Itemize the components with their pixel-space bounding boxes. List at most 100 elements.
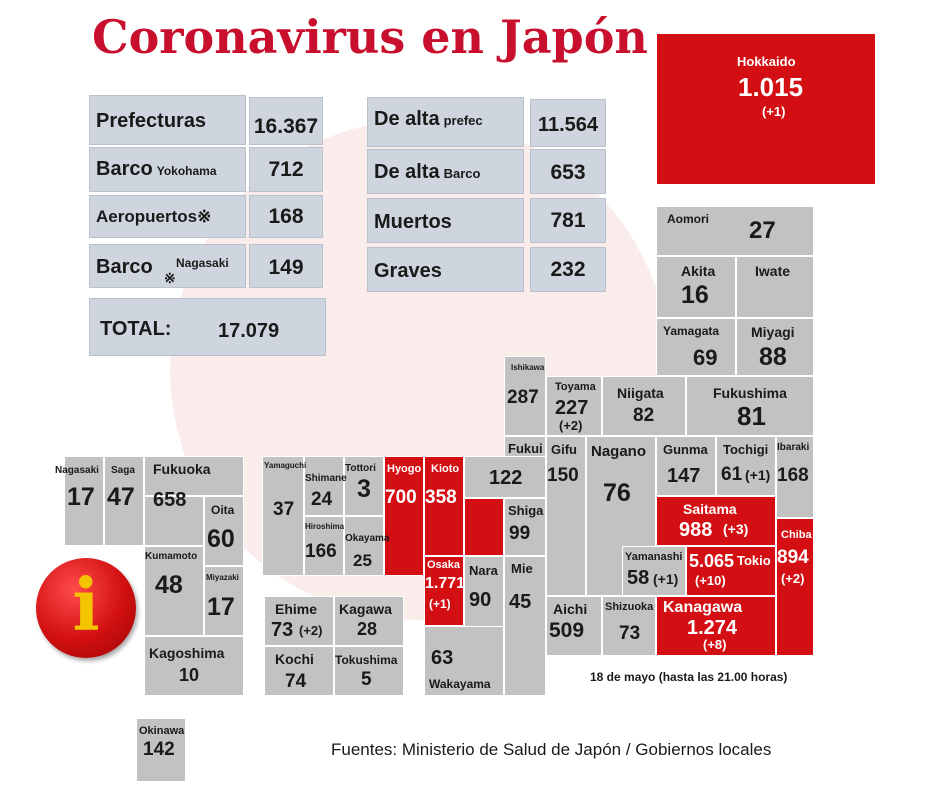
prefecture-name: Kioto [431,463,460,475]
prefecture-value: 147 [667,465,701,487]
summary-barco-nagasaki-label-box: Barco ※ Nagasaki [89,244,246,288]
prefecture-kanagawa: Kanagawa 1.274 (+8) [656,596,776,656]
prefecture-value: 88 [759,343,787,371]
prefecture-value: 73 [271,619,294,641]
prefecture-value: 988 [679,519,713,541]
prefecture-hiroshima: Hiroshima 166 [304,516,344,576]
prefecture-tokio: 5.065 Tokio (+10) [686,546,776,596]
summary-label: Aeropuertos※ [96,207,212,226]
summary-value: 781 [550,209,586,232]
prefecture-oita: Oita 60 [204,496,244,566]
prefecture-change: (+2) [559,418,583,433]
prefecture-aichi: Aichi 509 [546,596,602,656]
prefecture-value: 45 [509,591,532,613]
prefecture-name: Gifu [551,442,577,457]
summary-mark: ※ [164,270,176,286]
prefecture-tokushima: Tokushima 5 [334,646,404,696]
summary-graves-label-box: Graves [367,247,524,292]
prefecture-osaka: Osaka 1.771 (+1) [424,556,465,626]
prefecture-gunma: Gunma 147 [656,436,716,496]
prefecture-name: Kochi [275,651,314,667]
summary-aeropuertos-value-box: 168 [249,195,323,238]
prefecture-value: 99 [509,523,531,544]
prefecture-shizuoka: Shizuoka 73 [602,596,656,656]
prefecture-change: (+1) [745,467,771,483]
prefecture-hokkaido: Hokkaido 1.015 (+1) [656,33,876,185]
prefecture-change: (+2) [781,571,805,586]
info-icon: i [36,558,136,658]
prefecture-wakayama: 63 Wakayama [424,626,504,696]
prefecture-value: 10 [179,665,200,685]
prefecture-value: 509 [549,619,585,642]
prefecture-toyama: Toyama 227 (+2) [546,376,602,436]
prefecture-tottori: Tottori 3 [344,456,384,516]
prefecture-kagoshima: Kagoshima 10 [144,636,244,696]
prefecture-name: Gunma [663,442,708,457]
prefecture-saitama: Saitama 988 (+3) [656,496,776,546]
prefecture-value: 60 [207,525,235,553]
prefecture-value: 894 [777,547,809,568]
prefecture-ehime: Ehime 73 (+2) [264,596,334,646]
prefecture-value: 63 [431,647,454,669]
prefecture-name: Okinawa [139,725,185,737]
prefecture-value: 28 [357,619,378,639]
prefecture-name: Nara [469,563,498,578]
summary-label: Barco [96,256,153,278]
summary-aeropuertos-label-box: Aeropuertos※ [89,195,246,238]
prefecture-name: Ishikawa [511,363,545,372]
prefecture-name: Miyazaki [206,573,239,582]
prefecture-name: Aomori [667,212,709,226]
prefecture-akita: Akita 16 [656,256,736,318]
prefecture-change: (+1) [762,104,786,119]
prefecture-value: 168 [777,465,809,486]
prefecture-name: Osaka [427,559,461,571]
summary-barco-yokohama-label-box: Barco Yokohama [89,147,246,192]
prefecture-shimane: Shimane 24 [304,456,347,516]
prefecture-name: Oita [211,503,235,517]
prefecture-name: Hyogo [387,463,422,475]
prefecture-name: Tokushima [335,653,398,667]
prefecture-name: Shiga [508,503,544,518]
prefecture-value: 24 [311,489,333,510]
prefecture-change: (+10) [695,573,726,588]
prefecture-name: Yamagata [663,324,720,338]
prefecture-name: Kanagawa [663,599,743,616]
prefecture-name: Chiba [781,529,812,541]
source-note: Fuentes: Ministerio de Salud de Japón / … [331,740,772,759]
prefecture-value: 700 [385,487,417,508]
prefecture-value: 5.065 [689,551,735,571]
prefecture-name: Tochigi [723,442,769,457]
prefecture-name: Tokio [737,553,771,568]
prefecture-name: Yamaguchi [264,461,307,470]
prefecture-value: 3 [357,475,371,503]
prefecture-aomori: Aomori 27 [656,206,814,256]
prefecture-name: Saga [111,465,135,476]
prefecture-name: Miyagi [751,324,795,340]
prefecture-value: 658 [153,489,187,511]
prefecture-name: Shimane [305,473,347,484]
summary-muertos-value-box: 781 [530,198,606,243]
prefecture-name: Yamanashi [625,551,683,563]
summary-label: Barco [96,158,153,180]
summary-value: 712 [268,158,304,181]
summary-value: 232 [550,258,586,281]
prefecture-value: 25 [353,551,372,570]
page-title: Coronavirus en Japón [92,10,648,64]
prefecture-name: Ehime [275,601,318,617]
prefecture-change: (+2) [299,623,323,638]
prefecture-name: Mie [511,561,533,576]
summary-prefecturas-label-box: Prefecturas [89,95,246,145]
summary-label: De alta [374,108,440,130]
prefecture-value: 74 [285,671,307,692]
prefecture-value: 142 [143,739,175,760]
prefecture-fukuoka: Fukuoka [144,456,244,496]
prefecture-name: Hokkaido [737,54,796,69]
prefecture-yamaguchi: Yamaguchi 37 [262,456,307,576]
prefecture-gifu: Gifu 150 [546,436,586,596]
summary-total-label: TOTAL: [100,318,172,340]
prefecture-tochigi: Tochigi 61 (+1) [716,436,776,496]
prefecture-name: Nagano [591,443,647,460]
prefecture-value: 37 [273,499,295,520]
summary-de-alta-prefec-value-box: 11.564 [530,99,606,147]
summary-prefecturas-value-box: 16.367 [249,97,323,145]
